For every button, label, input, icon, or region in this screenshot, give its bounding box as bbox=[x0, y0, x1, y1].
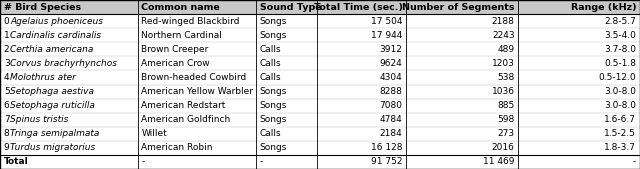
Text: 7: 7 bbox=[4, 115, 10, 124]
Text: Calls: Calls bbox=[260, 45, 282, 54]
Text: Certhia americana: Certhia americana bbox=[10, 45, 93, 54]
Text: 91 752: 91 752 bbox=[371, 158, 403, 166]
Text: Number of Segments: Number of Segments bbox=[402, 3, 515, 11]
Text: 3.0-8.0: 3.0-8.0 bbox=[604, 101, 636, 110]
Text: Agelaius phoeniceus: Agelaius phoeniceus bbox=[10, 17, 103, 26]
Bar bbox=[0, 0, 640, 14]
Text: -: - bbox=[260, 158, 263, 166]
Text: Corvus brachyrhynchos: Corvus brachyrhynchos bbox=[10, 59, 117, 68]
Text: 2: 2 bbox=[4, 45, 10, 54]
Text: 17 944: 17 944 bbox=[371, 31, 403, 40]
Text: 598: 598 bbox=[497, 115, 515, 124]
Text: Setophaga aestiva: Setophaga aestiva bbox=[10, 87, 94, 96]
Text: Calls: Calls bbox=[260, 73, 282, 82]
Text: Turdus migratorius: Turdus migratorius bbox=[10, 143, 95, 152]
Text: Total: Total bbox=[4, 158, 29, 166]
Text: Brown Creeper: Brown Creeper bbox=[141, 45, 209, 54]
Text: 1.5-2.5: 1.5-2.5 bbox=[604, 129, 636, 138]
Text: Songs: Songs bbox=[260, 87, 287, 96]
Text: Songs: Songs bbox=[260, 143, 287, 152]
Text: American Robin: American Robin bbox=[141, 143, 213, 152]
Text: 538: 538 bbox=[497, 73, 515, 82]
Text: 3: 3 bbox=[4, 59, 10, 68]
Text: 1203: 1203 bbox=[492, 59, 515, 68]
Text: American Goldfinch: American Goldfinch bbox=[141, 115, 230, 124]
Text: American Yellow Warbler: American Yellow Warbler bbox=[141, 87, 253, 96]
Text: 4304: 4304 bbox=[380, 73, 403, 82]
Text: -: - bbox=[141, 158, 145, 166]
Text: Songs: Songs bbox=[260, 101, 287, 110]
Text: 885: 885 bbox=[497, 101, 515, 110]
Text: Songs: Songs bbox=[260, 115, 287, 124]
Text: 2016: 2016 bbox=[492, 143, 515, 152]
Text: 4784: 4784 bbox=[380, 115, 403, 124]
Text: 9: 9 bbox=[4, 143, 10, 152]
Text: 1036: 1036 bbox=[492, 87, 515, 96]
Text: # Bird Species: # Bird Species bbox=[4, 3, 81, 11]
Text: 3.7-8.0: 3.7-8.0 bbox=[604, 45, 636, 54]
Text: Brown-headed Cowbird: Brown-headed Cowbird bbox=[141, 73, 246, 82]
Text: 3912: 3912 bbox=[380, 45, 403, 54]
Text: 3.5-4.0: 3.5-4.0 bbox=[604, 31, 636, 40]
Text: 0.5-12.0: 0.5-12.0 bbox=[598, 73, 636, 82]
Text: 8: 8 bbox=[4, 129, 10, 138]
Text: -: - bbox=[633, 158, 636, 166]
Text: Willet: Willet bbox=[141, 129, 167, 138]
Text: Calls: Calls bbox=[260, 129, 282, 138]
Text: Northern Cardinal: Northern Cardinal bbox=[141, 31, 222, 40]
Text: 11 469: 11 469 bbox=[483, 158, 515, 166]
Text: 5: 5 bbox=[4, 87, 10, 96]
Text: Range (kHz): Range (kHz) bbox=[570, 3, 636, 11]
Text: American Redstart: American Redstart bbox=[141, 101, 226, 110]
Text: Calls: Calls bbox=[260, 59, 282, 68]
Text: 0: 0 bbox=[4, 17, 10, 26]
Text: Spinus tristis: Spinus tristis bbox=[10, 115, 68, 124]
Text: 8288: 8288 bbox=[380, 87, 403, 96]
Text: 6: 6 bbox=[4, 101, 10, 110]
Text: Songs: Songs bbox=[260, 31, 287, 40]
Text: Molothrus ater: Molothrus ater bbox=[10, 73, 76, 82]
Text: 7080: 7080 bbox=[380, 101, 403, 110]
Text: 0.5-1.8: 0.5-1.8 bbox=[604, 59, 636, 68]
Text: Sound Type: Sound Type bbox=[260, 3, 321, 11]
Text: 9624: 9624 bbox=[380, 59, 403, 68]
Text: Cardinalis cardinalis: Cardinalis cardinalis bbox=[10, 31, 101, 40]
Text: Tringa semipalmata: Tringa semipalmata bbox=[10, 129, 99, 138]
Text: 2.8-5.7: 2.8-5.7 bbox=[604, 17, 636, 26]
Text: 3.0-8.0: 3.0-8.0 bbox=[604, 87, 636, 96]
Text: 1: 1 bbox=[4, 31, 10, 40]
Text: 273: 273 bbox=[497, 129, 515, 138]
Text: 1.6-6.7: 1.6-6.7 bbox=[604, 115, 636, 124]
Text: 489: 489 bbox=[497, 45, 515, 54]
Text: Setophaga ruticilla: Setophaga ruticilla bbox=[10, 101, 95, 110]
Text: Red-winged Blackbird: Red-winged Blackbird bbox=[141, 17, 240, 26]
Text: Total Time (sec.): Total Time (sec.) bbox=[314, 3, 403, 11]
Text: 2184: 2184 bbox=[380, 129, 403, 138]
Text: 4: 4 bbox=[4, 73, 10, 82]
Text: 17 504: 17 504 bbox=[371, 17, 403, 26]
Text: Common name: Common name bbox=[141, 3, 220, 11]
Text: 2188: 2188 bbox=[492, 17, 515, 26]
Text: 1.8-3.7: 1.8-3.7 bbox=[604, 143, 636, 152]
Text: Songs: Songs bbox=[260, 17, 287, 26]
Text: American Crow: American Crow bbox=[141, 59, 210, 68]
Text: 2243: 2243 bbox=[492, 31, 515, 40]
Text: 16 128: 16 128 bbox=[371, 143, 403, 152]
